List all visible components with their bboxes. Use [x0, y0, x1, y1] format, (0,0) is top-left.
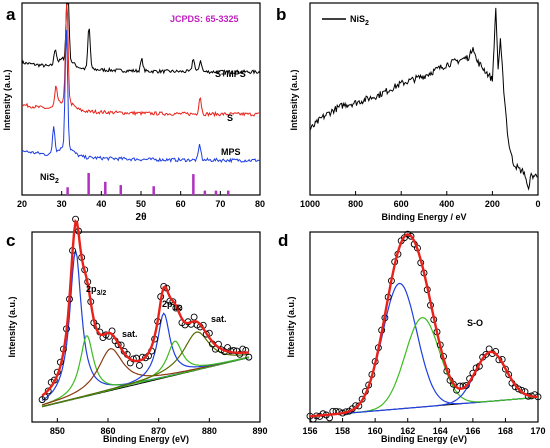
x-tick-label: 156 [302, 426, 317, 436]
y-axis-label: Intensity (a.u.) [289, 69, 299, 130]
fit-component [41, 312, 250, 408]
fit-envelope [41, 219, 249, 397]
x-tick-label: 850 [50, 426, 65, 436]
plot-area: 850 860 870 880 890 [38, 215, 268, 436]
series-label-mps: MPS [221, 147, 241, 157]
fit-component [309, 282, 539, 417]
x-tick-label: 80 [255, 199, 265, 209]
x-tick-label: 600 [394, 199, 409, 209]
plot-frame [309, 2, 539, 196]
x-tick-label: 800 [348, 199, 363, 209]
data-point [44, 387, 52, 395]
y-axis-label: Intensity (a.u.) [286, 296, 296, 357]
plot-frame [21, 2, 261, 196]
plot-frame [31, 231, 261, 423]
plot-area: 20 30 40 50 60 70 80 [17, 3, 265, 209]
plot-frame [309, 231, 539, 423]
x-axis-label: Binding Energy (eV) [103, 434, 189, 444]
fit-component [41, 331, 249, 407]
panel-d: d 156 158 160 162 164 166 168 170 Intensity (a.… [278, 230, 546, 444]
x-tick-label: 70 [215, 199, 225, 209]
y-axis-label: Intensity (a.u.) [2, 69, 12, 130]
fit-component [41, 250, 250, 401]
data-point [482, 351, 490, 358]
x-tick-label: 170 [530, 426, 545, 436]
series-line-mps [21, 29, 261, 164]
x-tick-label: 20 [17, 199, 27, 209]
series-label-s-mps: S+MPS [215, 69, 246, 79]
panel-label: b [276, 5, 286, 24]
plot-area: 1000 800 600 400 200 0 [300, 7, 541, 209]
x-tick-label: 164 [433, 426, 448, 436]
x-tick-label: 162 [400, 426, 415, 436]
legend-label: NiS2 [350, 14, 369, 27]
panel-c: c 850 860 870 880 890 Intensity (a.u.) Bindi… [6, 215, 268, 444]
peak-label-2p3-2: 2p3/2 [86, 284, 106, 297]
x-tick-label: 40 [96, 199, 106, 209]
peak-label-sat-1: sat. [122, 329, 138, 339]
x-tick-label: 870 [151, 426, 166, 436]
panel-label: a [6, 5, 16, 24]
x-tick-label: 158 [335, 426, 350, 436]
data-point [462, 381, 470, 389]
panel-label: c [6, 231, 15, 250]
peak-label-s-o: S-O [467, 318, 483, 328]
x-tick-label: 30 [57, 199, 67, 209]
x-tick-label: 60 [176, 199, 186, 209]
x-tick-label: 160 [368, 426, 383, 436]
x-tick-label: 880 [202, 426, 217, 436]
x-tick-label: 168 [498, 426, 513, 436]
reference-label: NiS2 [40, 172, 59, 185]
x-tick-label: 860 [100, 426, 115, 436]
jcpds-annotation: JCPDS: 65-3325 [170, 14, 239, 24]
peak-label-sat-2: sat. [211, 314, 227, 324]
x-tick-label: 1000 [300, 199, 320, 209]
fit-component [41, 335, 250, 406]
x-tick-label: 890 [252, 426, 267, 436]
data-point [236, 350, 244, 358]
data-point [515, 385, 522, 393]
series-line-s [21, 3, 261, 118]
panel-b: b 1000 800 600 400 200 0 Intensity (a.u.) Bin… [276, 2, 541, 222]
survey-line [309, 7, 538, 191]
x-tick-label: 50 [136, 199, 146, 209]
series-label-s: S [227, 113, 233, 123]
x-tick-label: 0 [535, 199, 540, 209]
data-point [135, 361, 143, 369]
plot-area: 156 158 160 162 164 166 168 170 [302, 230, 546, 436]
x-axis-label: 2θ [136, 212, 147, 223]
data-point [505, 371, 513, 378]
peak-label-2p1-2: 2p1/2 [162, 299, 182, 312]
x-tick-label: 200 [485, 199, 500, 209]
data-point [407, 232, 415, 240]
x-axis-label: Binding Energy / eV [381, 212, 466, 222]
x-axis-label: Binding Energy (eV) [381, 434, 467, 444]
x-tick-label: 400 [439, 199, 454, 209]
fit-envelope [309, 233, 538, 418]
panel-a: a 20 30 40 50 60 70 80 Intensity (a.u.) 2θ JCP… [2, 2, 265, 223]
data-point [245, 353, 253, 361]
data-point [190, 313, 198, 321]
y-axis-label: Intensity (a.u.) [7, 296, 17, 357]
x-tick-label: 166 [465, 426, 480, 436]
panel-label: d [278, 231, 288, 250]
series-line-s-mps [21, 3, 261, 75]
data-point [169, 298, 177, 306]
